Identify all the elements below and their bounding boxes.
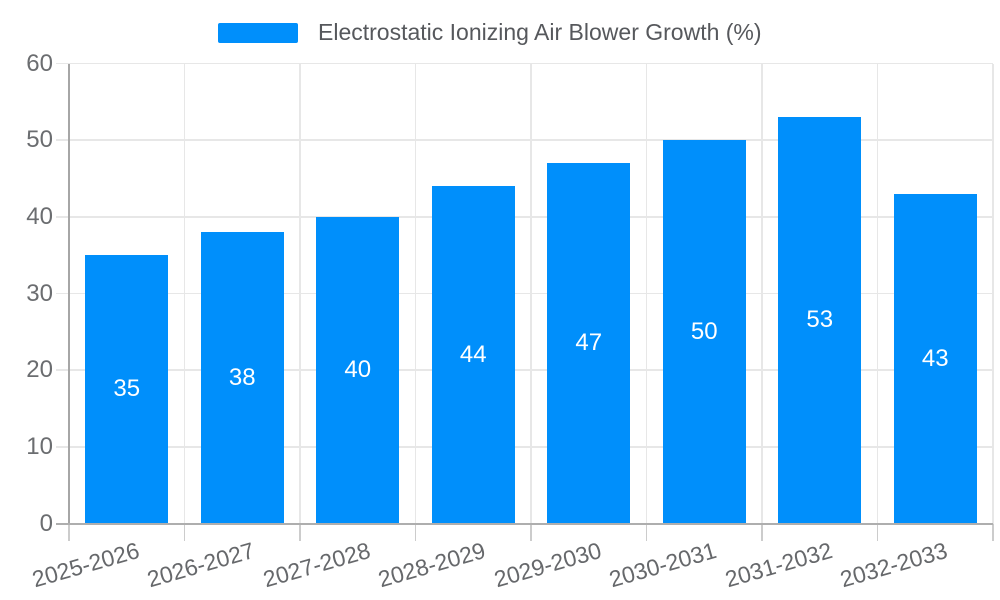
bar-value-label: 38 — [228, 363, 256, 391]
y-gridline — [56, 139, 993, 141]
legend-item[interactable]: Electrostatic Ionizing Air Blower Growth… — [218, 19, 762, 46]
x-axis-line — [56, 522, 993, 525]
y-axis-label: 60 — [26, 49, 53, 77]
x-axis-label: 2029-2030 — [491, 537, 604, 593]
x-axis-tick — [992, 523, 994, 541]
x-axis-tick — [414, 523, 417, 541]
x-axis-tick — [530, 523, 532, 541]
y-axis-line — [68, 63, 70, 525]
x-axis-tick — [68, 523, 70, 541]
y-gridline — [56, 446, 993, 448]
x-gridline — [183, 63, 186, 524]
bar-value-label: 43 — [921, 344, 949, 372]
y-gridline — [56, 216, 993, 218]
x-axis-tick — [183, 523, 186, 541]
y-axis-label: 50 — [26, 126, 53, 154]
y-axis-label: 30 — [26, 279, 53, 307]
x-axis-label: 2032-2033 — [837, 537, 951, 593]
x-axis-label: 2026-2027 — [144, 537, 258, 593]
bar[interactable]: 40 — [316, 216, 400, 524]
x-gridline — [761, 63, 763, 524]
x-gridline — [299, 63, 301, 524]
x-axis-label: 2028-2029 — [375, 537, 489, 593]
x-axis-tick — [645, 523, 648, 541]
x-gridline — [414, 63, 417, 524]
bar-value-label: 53 — [806, 306, 834, 334]
y-axis-label: 0 — [39, 509, 53, 537]
legend-label: Electrostatic Ionizing Air Blower Growth… — [318, 19, 762, 45]
bar-value-label: 50 — [690, 317, 718, 345]
bar[interactable]: 44 — [431, 186, 515, 524]
y-axis-label: 40 — [26, 202, 53, 230]
bar-value-label: 35 — [113, 375, 141, 403]
y-axis-label: 10 — [26, 432, 53, 460]
bar-value-label: 47 — [575, 329, 603, 357]
x-axis-tick — [876, 523, 879, 541]
y-gridline — [56, 62, 993, 65]
x-gridline — [876, 63, 879, 524]
x-axis-label: 2030-2031 — [606, 537, 720, 593]
x-gridline — [530, 63, 532, 524]
bar[interactable]: 35 — [85, 255, 169, 524]
bar[interactable]: 53 — [778, 117, 862, 524]
x-axis-label: 2027-2028 — [260, 537, 373, 593]
legend-swatch — [218, 22, 298, 43]
y-gridline — [56, 369, 993, 371]
bar[interactable]: 50 — [662, 140, 746, 524]
x-axis-label: 2031-2032 — [722, 537, 835, 593]
x-axis-tick — [299, 523, 301, 541]
bar-value-label: 40 — [344, 356, 372, 384]
bar[interactable]: 38 — [200, 232, 284, 524]
x-gridline — [645, 63, 648, 524]
bar[interactable]: 47 — [547, 163, 631, 524]
bar[interactable]: 43 — [893, 193, 977, 524]
bar-value-label: 44 — [459, 340, 487, 368]
x-axis-tick — [761, 523, 763, 541]
y-gridline — [56, 292, 993, 295]
x-axis-label: 2025-2026 — [29, 537, 142, 593]
y-axis-label: 20 — [26, 356, 53, 384]
x-gridline — [992, 63, 994, 524]
